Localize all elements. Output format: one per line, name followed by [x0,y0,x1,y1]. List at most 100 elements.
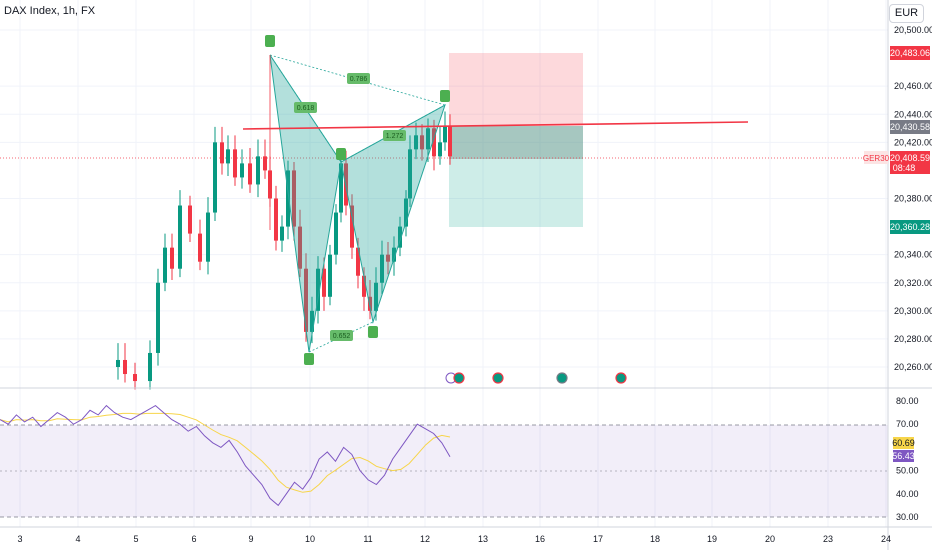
candle-body [233,149,237,178]
candle-body [298,226,302,269]
economic-events[interactable] [445,372,627,384]
time-tick-label: 6 [191,534,196,544]
candle-body [443,125,447,143]
time-tick-label: 19 [707,534,717,544]
candle-body [263,156,267,171]
harmonic-pattern[interactable]: 0.618 0.786 0.652 1.272 [265,35,450,365]
candle-body [392,247,396,262]
rsi-ma-tag: 60.69 [892,437,915,449]
candle-body [426,128,430,150]
price-tick-label: 20,440.00 [894,109,932,119]
time-tick-label: 12 [420,534,430,544]
candle-body [398,226,402,248]
rsi-ma-tag-text: 60.69 [892,438,915,448]
symbol-tag-text: GER30 [863,154,890,163]
rsi-tick-label: 80.00 [896,396,919,406]
pattern-point-c[interactable] [368,326,378,338]
rsi-band [0,425,888,517]
price-tag-current-text: 20,408.59 [890,153,930,163]
candle-body [188,205,192,234]
candle-body [350,205,354,248]
ratio-label-xd: 0.786 [350,76,368,83]
candle-body [420,135,424,150]
rsi-tick-label: 40.00 [896,489,919,499]
candle-body [116,359,120,367]
candle-body [280,226,284,241]
candle-body [380,254,384,283]
candle-body [408,149,412,199]
candle-body [322,268,326,297]
ratio-label-xb: 0.618 [297,105,315,112]
candle-body [334,212,338,255]
candles [116,111,452,390]
time-tick-label: 18 [650,534,660,544]
pattern-point-a[interactable] [304,353,314,365]
rsi-line [0,404,451,507]
candle-body [156,282,160,353]
candle-body [356,247,360,276]
candle-body [438,142,442,157]
candle-body [404,198,408,227]
time-axis: 3 4 5 6 9 10 11 12 13 16 17 18 19 20 23 24 [17,534,891,544]
candle-body [133,374,137,382]
time-tick-label: 24 [881,534,891,544]
rsi-tick-label: 30.00 [896,512,919,522]
time-tick-label: 4 [75,534,80,544]
price-tick-label: 20,280.00 [894,334,932,344]
price-axis: 20,500.00 20,460.00 20,440.00 20,420.00 20,3… [894,25,932,372]
pattern-point-b[interactable] [336,148,346,160]
candle-body [226,149,230,164]
candle-body [274,198,278,241]
price-tag-tp: 20,360.28 [890,220,930,234]
red-horizontal-line[interactable] [242,121,749,130]
time-tick-label: 20 [765,534,775,544]
price-tick-label: 20,260.00 [894,362,932,372]
event-icon [615,372,627,384]
price-tick-label: 20,300.00 [894,306,932,316]
rsi-tag: 56.43 [892,450,915,462]
take-profit-zone[interactable] [449,126,583,227]
candle-body [328,254,332,297]
pattern-point-x[interactable] [265,35,275,47]
event-icon [556,372,568,384]
currency-button[interactable]: EUR [889,4,924,23]
candle-body [148,352,152,382]
candle-body [206,212,210,262]
rsi-axis: 80.00 70.00 50.00 40.00 30.00 [896,396,919,522]
time-tick-label: 16 [535,534,545,544]
time-tick-label: 10 [305,534,315,544]
candle-body [240,163,244,178]
stop-loss-zone[interactable] [449,53,583,159]
event-icon [453,372,465,384]
candle-body [286,170,290,227]
price-tick-label: 20,320.00 [894,278,932,288]
price-tag-sl-text: 20,483.06 [890,48,930,58]
price-tick-label: 20,380.00 [894,194,932,204]
candle-body [374,282,378,311]
candle-body [123,359,127,375]
price-tag-line: 20,430.58 [890,120,930,134]
price-tag-current: 20,408.59 08:48 [890,151,930,174]
time-tick-label: 23 [823,534,833,544]
price-tag-sl: 20,483.06 [890,46,930,60]
candle-body [310,310,314,332]
candle-body [170,247,174,269]
candle-body [339,163,343,213]
price-tag-tp-text: 20,360.28 [890,222,930,232]
candle-body [163,247,167,283]
rsi-tag-text: 56.43 [892,451,915,461]
rsi-ma-line [0,412,451,493]
candle-body [304,268,308,332]
pattern-point-d[interactable] [440,90,450,102]
price-tick-label: 20,460.00 [894,81,932,91]
time-tick-label: 3 [17,534,22,544]
time-tick-label: 9 [248,534,253,544]
candle-body [316,268,320,311]
price-tag-countdown: 08:48 [893,163,916,173]
symbol-tag: GER30 [863,151,890,164]
entry-zone [449,126,583,159]
candle-body [198,233,202,262]
ratio-label-bd: 1.272 [386,133,404,140]
time-tick-label: 5 [133,534,138,544]
